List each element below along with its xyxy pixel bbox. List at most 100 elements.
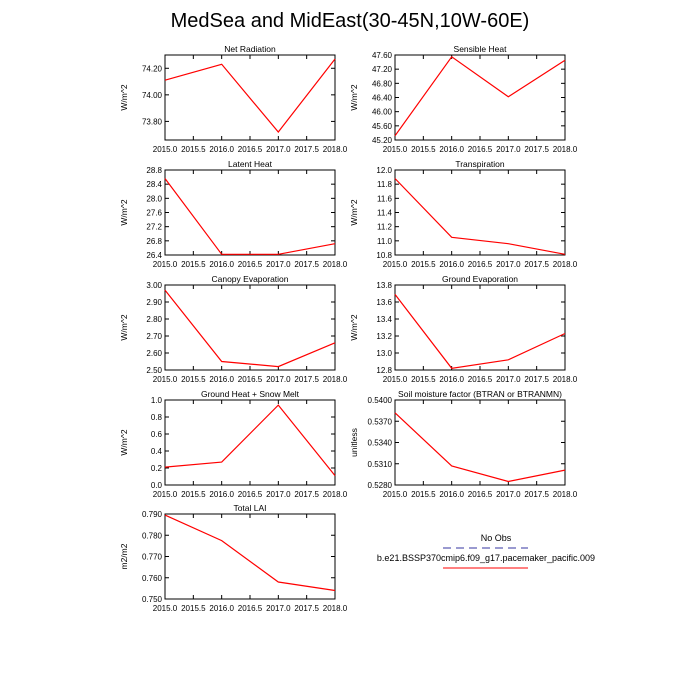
- x-tick-label: 2016.0: [209, 375, 234, 384]
- legend: No Obs b.e21.BSSP370cmip6.f09_g17.pacema…: [377, 533, 595, 569]
- x-tick-label: 2017.0: [266, 604, 291, 613]
- x-tick-label: 2015.5: [181, 375, 206, 384]
- x-tick-label: 2016.5: [468, 260, 493, 269]
- x-tick-label: 2015.0: [153, 145, 178, 154]
- y-tick-label: 0.750: [142, 595, 163, 604]
- panel-title: Ground Heat + Snow Melt: [201, 389, 300, 399]
- x-tick-label: 2016.5: [468, 145, 493, 154]
- y-axis-label: W/m^2: [349, 314, 359, 340]
- y-tick-label: 47.20: [372, 65, 393, 74]
- x-tick-label: 2015.5: [181, 604, 206, 613]
- x-tick-label: 2015.0: [383, 375, 408, 384]
- panel-title: Latent Heat: [228, 159, 273, 169]
- plot-frame: [394, 399, 566, 486]
- x-tick-label: 2015.0: [383, 260, 408, 269]
- x-tick-label: 2017.5: [524, 145, 549, 154]
- x-tick-label: 2017.0: [266, 375, 291, 384]
- y-tick-label: 3.00: [146, 281, 162, 290]
- x-tick-label: 2017.5: [294, 260, 319, 269]
- x-tick-label: 2018.0: [323, 490, 348, 499]
- y-axis-label: W/m^2: [119, 314, 129, 340]
- x-tick-label: 2015.5: [411, 490, 436, 499]
- y-tick-label: 28.0: [146, 194, 162, 203]
- series-line: [394, 412, 566, 483]
- panel-title: Ground Evaporation: [442, 274, 518, 284]
- y-tick-label: 73.80: [142, 117, 163, 126]
- x-tick-label: 2016.0: [439, 145, 464, 154]
- y-tick-label: 13.2: [376, 332, 392, 341]
- y-axis-label: m2/m2: [119, 543, 129, 569]
- x-tick-label: 2018.0: [323, 260, 348, 269]
- plot-frame: [394, 169, 566, 256]
- y-tick-label: 46.80: [372, 79, 393, 88]
- y-tick-label: 2.70: [146, 332, 162, 341]
- y-tick-label: 74.00: [142, 91, 163, 100]
- legend-obs-label: No Obs: [481, 533, 512, 543]
- x-tick-label: 2017.0: [266, 260, 291, 269]
- x-tick-label: 2017.0: [266, 490, 291, 499]
- series-line: [394, 178, 566, 255]
- y-tick-label: 2.80: [146, 315, 162, 324]
- y-tick-label: 0.5400: [368, 396, 393, 405]
- plot-frame: [394, 54, 566, 141]
- y-tick-label: 11.0: [377, 237, 393, 246]
- y-tick-label: 0.0: [151, 481, 163, 490]
- panel-title: Total LAI: [233, 503, 266, 513]
- y-tick-label: 27.6: [146, 209, 162, 218]
- x-tick-label: 2015.0: [153, 375, 178, 384]
- y-axis-label: W/m^2: [119, 84, 129, 110]
- y-tick-label: 26.8: [146, 237, 162, 246]
- y-tick-label: 10.8: [376, 251, 392, 260]
- legend-model-label: b.e21.BSSP370cmip6.f09_g17.pacemaker_pac…: [377, 553, 595, 563]
- x-tick-label: 2016.0: [439, 375, 464, 384]
- panel-title: Canopy Evaporation: [211, 274, 288, 284]
- x-tick-label: 2017.5: [294, 375, 319, 384]
- y-tick-label: 45.20: [372, 136, 393, 145]
- panel-title: Net Radiation: [224, 44, 276, 54]
- y-tick-label: 0.5370: [368, 417, 393, 426]
- x-tick-label: 2016.5: [238, 145, 263, 154]
- y-tick-label: 13.4: [376, 315, 392, 324]
- plot-frame: [164, 284, 336, 371]
- x-tick-label: 2015.0: [153, 260, 178, 269]
- y-axis-label: W/m^2: [349, 199, 359, 225]
- y-tick-label: 0.5280: [368, 481, 393, 490]
- panel-title: Soil moisture factor (BTRAN or BTRANMN): [398, 389, 562, 399]
- y-tick-label: 28.8: [146, 166, 162, 175]
- x-tick-label: 2017.5: [524, 375, 549, 384]
- y-tick-label: 27.2: [146, 223, 162, 232]
- x-tick-label: 2016.5: [238, 604, 263, 613]
- x-tick-label: 2018.0: [553, 260, 578, 269]
- x-tick-label: 2016.5: [238, 260, 263, 269]
- x-tick-label: 2015.0: [383, 145, 408, 154]
- x-tick-label: 2017.5: [524, 260, 549, 269]
- series-line: [164, 289, 336, 368]
- series-line: [164, 404, 336, 476]
- y-tick-label: 0.4: [151, 447, 163, 456]
- y-tick-label: 11.4: [377, 209, 393, 218]
- chart-panel: Ground Evaporation 2015.0 2015.5 2016.0 2016…: [349, 274, 578, 384]
- chart-panel: Canopy Evaporation 2015.0 2015.5 2016.0 2016…: [119, 274, 348, 384]
- x-tick-label: 2016.0: [209, 260, 234, 269]
- x-tick-label: 2017.0: [496, 260, 521, 269]
- x-tick-label: 2016.5: [238, 490, 263, 499]
- y-tick-label: 0.6: [151, 430, 163, 439]
- x-tick-label: 2018.0: [323, 375, 348, 384]
- x-tick-label: 2016.5: [468, 375, 493, 384]
- plot-frame: [164, 399, 336, 486]
- y-tick-label: 0.5340: [368, 439, 393, 448]
- y-tick-label: 28.4: [146, 180, 162, 189]
- y-tick-label: 0.770: [142, 553, 163, 562]
- x-tick-label: 2016.0: [439, 260, 464, 269]
- y-tick-label: 13.8: [376, 281, 392, 290]
- x-tick-label: 2016.0: [209, 490, 234, 499]
- y-tick-label: 2.90: [146, 298, 162, 307]
- x-tick-label: 2015.0: [383, 490, 408, 499]
- y-tick-label: 45.60: [372, 122, 393, 131]
- x-tick-label: 2017.0: [496, 145, 521, 154]
